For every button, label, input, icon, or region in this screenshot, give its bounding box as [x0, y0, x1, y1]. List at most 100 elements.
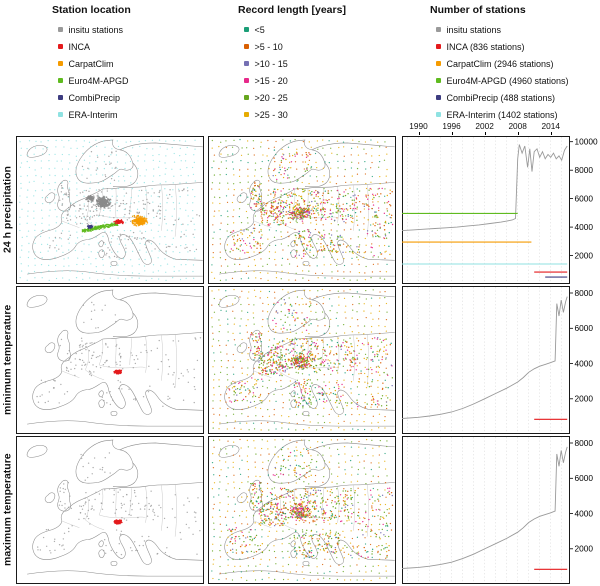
legend-items: insitu stations INCA CarpatClim Euro4M-APGD… [52, 21, 131, 123]
x-axis-tick [550, 132, 552, 135]
station-count-chart: 2000 4000 6000 8000 10000 [402, 136, 598, 284]
legend-item: INCA (836 stations) [430, 38, 569, 55]
x-axis-tick [451, 132, 453, 135]
legend-marker-dot [436, 44, 441, 49]
legend-marker-dot [244, 95, 249, 100]
europe-map [26, 439, 203, 577]
chart-max-temperature-station-count: 2000 4000 6000 8000 [402, 436, 598, 584]
series-insitu-stations [402, 296, 568, 419]
chart-precipitation-station-count: 2000 4000 6000 8000 10000 [402, 136, 598, 284]
legend-marker-dot [244, 61, 249, 66]
legend-item-label: CarpatClim [68, 58, 114, 69]
legend-marker-dot [58, 61, 63, 66]
row-label-precipitation: 24 h precipitation [1, 166, 14, 254]
x-axis-tick [517, 132, 519, 135]
legend-item: CombiPrecip (488 stations) [430, 89, 569, 106]
legend-item-label: insitu stations [446, 24, 502, 35]
legend-title: Record length [years] [238, 4, 346, 16]
figure-row-max-temperature: maximum temperature 2000 4000 6000 8000 [0, 436, 600, 584]
svg-text:6000: 6000 [575, 193, 594, 203]
legend-number-of-stations: Number of stations insitu stations INCA (… [430, 4, 569, 123]
legend-item: INCA [52, 38, 131, 55]
legend-item-label: >20 - 25 [254, 92, 288, 103]
svg-text:8000: 8000 [575, 288, 594, 298]
row-label-max-temperature: maximum temperature [1, 453, 14, 567]
legend-item: CombiPrecip [52, 89, 131, 106]
europe-map [211, 138, 395, 282]
x-axis-label: 2008 [508, 121, 527, 131]
legend-item-label: >15 - 20 [254, 75, 288, 86]
svg-text:2000: 2000 [575, 250, 594, 260]
legend-item-label: Euro4M-APGD (4960 stations) [446, 75, 569, 86]
svg-text:6000: 6000 [575, 323, 594, 333]
legend-items: insitu stations INCA (836 stations) Carpat… [430, 21, 569, 123]
legend-marker-dot [58, 27, 63, 32]
legend-item-label: ERA-Interim (1402 stations) [446, 109, 558, 120]
x-axis-label: 1990 [409, 121, 428, 131]
svg-text:8000: 8000 [575, 165, 594, 175]
legend-station-location: Station location insitu stations INCA Carp… [52, 4, 131, 123]
svg-text:4000: 4000 [575, 222, 594, 232]
map-max-temperature-station-location [16, 436, 204, 584]
legend-item: >5 - 10 [238, 38, 346, 55]
legend-marker-dot [244, 78, 249, 83]
figure-row-min-temperature: minimum temperature 2000 4000 6000 8000 [0, 286, 600, 434]
legend-marker-dot [58, 95, 63, 100]
legend-title: Station location [52, 4, 131, 16]
svg-text:10000: 10000 [575, 137, 598, 147]
map-max-temperature-record-length [208, 436, 396, 584]
europe-map [211, 288, 395, 431]
legend-item-label: >5 - 10 [254, 41, 283, 52]
legend-marker-dot [244, 44, 249, 49]
legend-marker-dot [58, 112, 63, 117]
legend-item-label: <5 [254, 24, 265, 35]
map-precipitation-station-location [16, 136, 204, 284]
legend-marker-dot [58, 78, 63, 83]
legend-item-label: CombiPrecip [68, 92, 121, 103]
chart-x-axis-labels: 1990 1996 2002 2008 2014 [402, 121, 598, 135]
x-axis-label: 2014 [541, 121, 560, 131]
row-label-min-temperature: minimum temperature [1, 304, 14, 416]
legend-item-label: INCA (836 stations) [446, 41, 525, 52]
legend-marker-dot [244, 112, 249, 117]
station-count-chart: 2000 4000 6000 8000 [402, 286, 594, 434]
legend-marker-dot [436, 112, 441, 117]
chart-min-temperature-station-count: 2000 4000 6000 8000 [402, 286, 598, 434]
legend-title: Number of stations [430, 4, 526, 16]
legend-item: insitu stations [430, 21, 569, 38]
x-axis-tick [418, 132, 420, 135]
legend-item: CarpatClim (2946 stations) [430, 55, 569, 72]
figure-row-precipitation: 24 h precipitation 2000 4000 6000 8000 10000 [0, 136, 600, 284]
svg-text:2000: 2000 [575, 394, 594, 404]
legend-marker-dot [58, 44, 63, 49]
legend-item: ERA-Interim (1402 stations) [430, 106, 569, 123]
legend-item-label: Euro4M-APGD [68, 75, 129, 86]
legend-record-length: Record length [years] <5 >5 - 10 >10 - 15 >… [238, 4, 346, 123]
legend-marker-dot [436, 95, 441, 100]
legend-item: insitu stations [52, 21, 131, 38]
legend-items: <5 >5 - 10 >10 - 15 >15 - 20 >20 - 25 >25 - 3… [238, 21, 346, 123]
europe-map [26, 289, 203, 427]
legend-item: <5 [238, 21, 346, 38]
x-axis-tick [484, 132, 486, 135]
legend-item-label: CombiPrecip (488 stations) [446, 92, 556, 103]
legend-item-label: ERA-Interim [68, 109, 118, 120]
legend-marker-dot [436, 61, 441, 66]
legend-item: ERA-Interim [52, 106, 131, 123]
legend-item-label: CarpatClim (2946 stations) [446, 58, 554, 69]
legend-item-label: >10 - 15 [254, 58, 288, 69]
legend-marker-dot [436, 78, 441, 83]
series-insitu-stations [402, 446, 568, 569]
series-insitu-stations [402, 144, 568, 232]
europe-map [211, 438, 395, 582]
legend-item: >15 - 20 [238, 72, 346, 89]
legend-item: Euro4M-APGD [52, 72, 131, 89]
svg-text:4000: 4000 [575, 358, 594, 368]
legend-marker-dot [244, 27, 249, 32]
legend-item: >25 - 30 [238, 106, 346, 123]
x-axis-label: 1996 [442, 121, 461, 131]
map-min-temperature-station-location [16, 286, 204, 434]
legend-item-label: insitu stations [68, 24, 124, 35]
